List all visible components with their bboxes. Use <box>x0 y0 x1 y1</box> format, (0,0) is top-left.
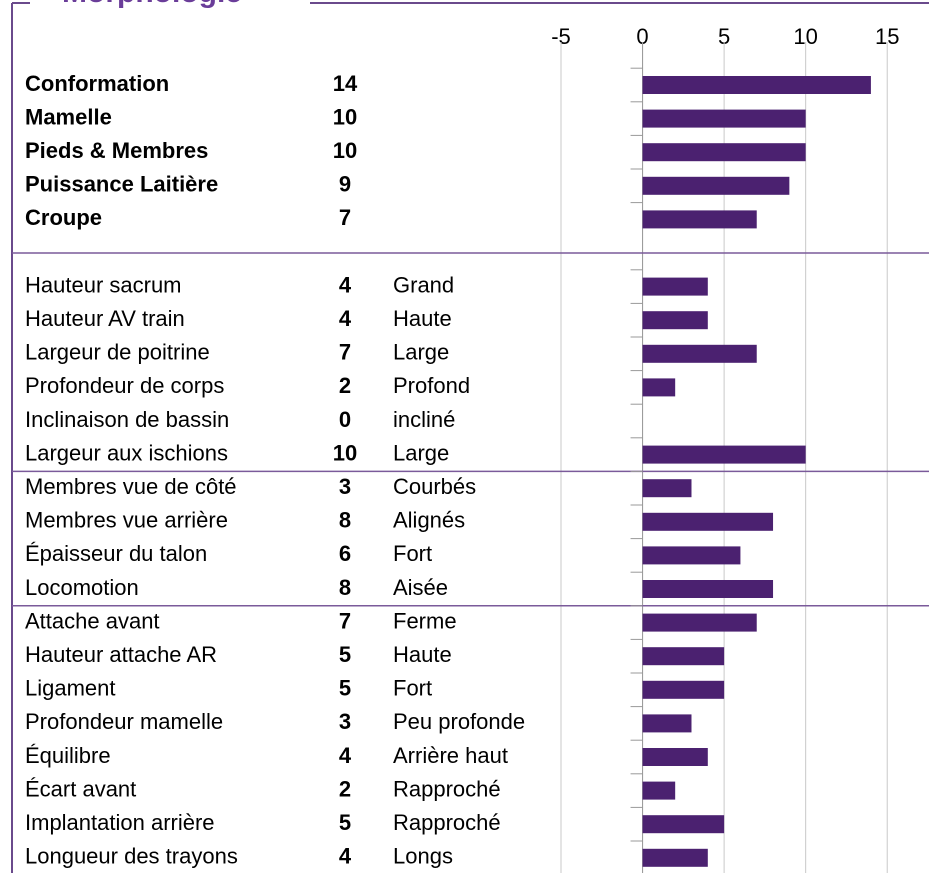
row-label: Profondeur de corps <box>25 373 224 398</box>
row-label: Pieds & Membres <box>25 138 208 163</box>
bar <box>642 176 790 195</box>
descriptor: Profond <box>393 373 470 398</box>
bar <box>642 815 725 834</box>
row-label: Implantation arrière <box>25 810 215 835</box>
descriptor: Peu profonde <box>393 709 525 734</box>
value-label: 9 <box>339 172 351 197</box>
descriptor: Grand <box>393 272 454 297</box>
descriptor: Courbés <box>393 474 476 499</box>
descriptor: Rapproché <box>393 810 501 835</box>
descriptor: Haute <box>393 642 452 667</box>
x-tick-label: 5 <box>718 24 730 49</box>
row-label: Écart avant <box>25 776 136 801</box>
value-label: 8 <box>339 508 351 533</box>
value-label: 5 <box>339 642 351 667</box>
row-label: Hauteur attache AR <box>25 642 217 667</box>
value-label: 4 <box>339 272 352 297</box>
row-label: Membres vue arrière <box>25 508 228 533</box>
descriptor: Large <box>393 340 449 365</box>
panel-title: Morphologie <box>62 0 242 9</box>
descriptor: Haute <box>393 306 452 331</box>
bar <box>642 277 708 296</box>
value-label: 3 <box>339 709 351 734</box>
value-label: 14 <box>333 71 358 96</box>
bar <box>642 647 725 666</box>
value-label: 4 <box>339 844 352 869</box>
row-label: Épaisseur du talon <box>25 541 207 566</box>
bar <box>642 848 708 867</box>
value-label: 3 <box>339 474 351 499</box>
value-label: 4 <box>339 743 352 768</box>
bar <box>642 546 741 565</box>
value-label: 10 <box>333 138 357 163</box>
value-label: 7 <box>339 340 351 365</box>
value-label: 2 <box>339 373 351 398</box>
row-label: Profondeur mamelle <box>25 709 223 734</box>
bar <box>642 445 806 464</box>
value-label: 2 <box>339 776 351 801</box>
bar <box>642 76 871 94</box>
row-label: Ligament <box>25 676 116 701</box>
bar <box>642 344 757 363</box>
value-label: 10 <box>333 104 357 129</box>
row-label: Attache avant <box>25 608 160 633</box>
descriptor: Fort <box>393 676 432 701</box>
bar <box>642 143 806 162</box>
row-label: Inclinaison de bassin <box>25 407 229 432</box>
row-label: Hauteur AV train <box>25 306 185 331</box>
row-label: Longueur des trayons <box>25 844 238 869</box>
bar <box>642 613 757 632</box>
row-label: Locomotion <box>25 575 139 600</box>
bar <box>642 580 774 598</box>
row-label: Équilibre <box>25 743 111 768</box>
descriptor: incliné <box>393 407 455 432</box>
value-label: 4 <box>339 306 352 331</box>
descriptor: Alignés <box>393 508 465 533</box>
bar <box>642 210 757 229</box>
bar <box>642 748 708 766</box>
descriptor: Longs <box>393 844 453 869</box>
x-tick-label: -5 <box>551 24 571 49</box>
value-label: 6 <box>339 541 351 566</box>
descriptor: Aisée <box>393 575 448 600</box>
bar <box>642 479 692 498</box>
value-label: 0 <box>339 407 351 432</box>
row-label: Puissance Laitière <box>25 172 218 197</box>
bar <box>642 680 725 699</box>
x-tick-label: 0 <box>636 24 648 49</box>
row-label: Hauteur sacrum <box>25 272 182 297</box>
value-label: 7 <box>339 608 351 633</box>
bar <box>642 378 676 397</box>
value-label: 5 <box>339 810 351 835</box>
bar <box>642 311 708 330</box>
row-label: Largeur de poitrine <box>25 340 210 365</box>
bar <box>642 512 774 531</box>
descriptor: Arrière haut <box>393 743 508 768</box>
row-label: Membres vue de côté <box>25 474 237 499</box>
bar <box>642 109 806 128</box>
descriptor: Ferme <box>393 608 457 633</box>
value-label: 10 <box>333 440 357 465</box>
row-label: Largeur aux ischions <box>25 440 228 465</box>
value-label: 7 <box>339 205 351 230</box>
value-label: 5 <box>339 676 351 701</box>
row-label: Croupe <box>25 205 102 230</box>
row-label: Mamelle <box>25 104 112 129</box>
value-label: 8 <box>339 575 351 600</box>
descriptor: Rapproché <box>393 776 501 801</box>
descriptor: Large <box>393 440 449 465</box>
bar <box>642 781 676 800</box>
row-label: Conformation <box>25 71 169 96</box>
descriptor: Fort <box>393 541 432 566</box>
bar <box>642 714 692 733</box>
